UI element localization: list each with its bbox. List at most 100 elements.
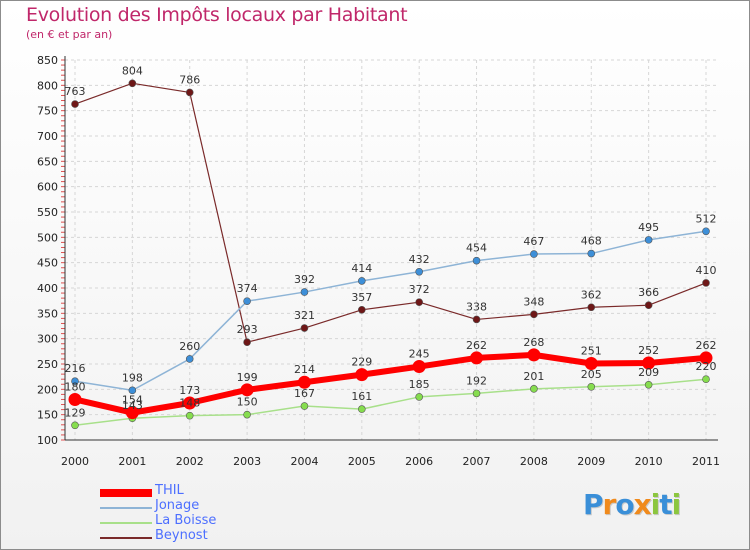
y-tick-label: 150	[37, 409, 58, 422]
data-point-thil	[68, 392, 82, 406]
x-tick-label: 2007	[463, 455, 491, 468]
y-tick-label: 200	[37, 383, 58, 396]
data-label-la-boisse: 161	[351, 390, 372, 403]
data-point-beynost	[300, 324, 309, 332]
x-tick-label: 2010	[635, 455, 663, 468]
data-label-thil: 268	[523, 336, 544, 349]
data-point-beynost	[243, 338, 251, 347]
data-label-beynost: 410	[696, 264, 717, 277]
series-line-la-boisse	[74, 378, 707, 427]
legend-swatch-thil	[100, 489, 152, 497]
data-point-thil	[527, 348, 541, 362]
data-point-jonage	[415, 267, 423, 276]
y-tick-label: 400	[37, 282, 58, 295]
logo-letter: i	[650, 488, 661, 521]
data-label-la-boisse: 185	[409, 378, 430, 391]
data-label-thil: 214	[294, 363, 315, 376]
data-point-la-boisse	[358, 405, 366, 413]
proxiti-logo: Proxiti	[583, 488, 682, 521]
data-label-thil: 245	[409, 348, 430, 361]
x-tick-label: 2008	[520, 455, 548, 468]
logo-letter: x	[633, 488, 652, 521]
y-tick-label: 800	[37, 79, 58, 92]
data-label-beynost: 321	[294, 309, 315, 322]
data-label-beynost: 348	[523, 295, 544, 308]
y-tick-label: 850	[37, 54, 58, 67]
data-point-jonage	[300, 288, 309, 296]
data-label-thil: 262	[466, 339, 487, 352]
data-point-jonage	[472, 256, 481, 265]
legend-swatch-jonage	[100, 507, 152, 509]
data-label-beynost: 338	[466, 300, 487, 313]
data-label-la-boisse: 192	[466, 374, 487, 387]
data-point-beynost	[415, 298, 423, 306]
y-tick-label: 750	[37, 105, 58, 118]
data-point-la-boisse	[530, 385, 538, 393]
legend-label: La Boisse	[155, 513, 217, 528]
logo-letter: P	[583, 488, 604, 521]
data-label-la-boisse: 205	[581, 368, 602, 381]
y-tick-label: 500	[37, 231, 58, 244]
data-point-thil	[297, 375, 311, 389]
y-tick-label: 550	[37, 206, 58, 219]
data-label-la-boisse: 167	[294, 387, 315, 400]
data-point-jonage	[128, 386, 137, 395]
data-labels: 763 804 786 293 321 357 372 338 348 362 366 410 129 1…	[65, 64, 717, 419]
series-line-beynost	[74, 82, 707, 343]
data-label-thil: 180	[65, 380, 86, 393]
data-label-beynost: 357	[351, 291, 372, 304]
data-label-la-boisse: 201	[523, 370, 544, 383]
x-tick-label: 2000	[61, 455, 89, 468]
data-label-jonage: 454	[466, 242, 487, 255]
data-point-thil	[699, 351, 713, 365]
y-tick-label: 250	[37, 358, 58, 371]
data-label-thil: 262	[696, 339, 717, 352]
data-point-jonage	[702, 227, 710, 236]
data-point-thil	[240, 383, 254, 397]
y-tick-label: 350	[37, 307, 58, 320]
data-point-beynost	[644, 301, 653, 310]
x-tick-label: 2009	[577, 455, 605, 468]
data-point-jonage	[71, 377, 79, 386]
data-label-jonage: 260	[179, 340, 200, 353]
data-label-jonage: 414	[351, 262, 372, 275]
logo-letter: i	[671, 488, 682, 521]
data-point-beynost	[472, 315, 481, 324]
data-label-la-boisse: 129	[65, 406, 86, 419]
x-tick-label: 2006	[405, 455, 433, 468]
data-point-beynost	[358, 305, 366, 314]
data-point-la-boisse	[472, 389, 481, 398]
data-point-thil	[470, 351, 484, 365]
data-label-thil: 199	[237, 371, 258, 384]
data-label-jonage: 468	[581, 235, 602, 248]
y-tick-label: 650	[37, 155, 58, 168]
data-label-thil: 252	[638, 344, 659, 357]
data-point-beynost	[128, 79, 137, 88]
data-label-beynost: 362	[581, 288, 602, 301]
x-tick-label: 2011	[692, 455, 720, 468]
chart-subtitle: (en € et par an)	[26, 28, 113, 41]
data-point-thil	[125, 406, 139, 420]
data-point-beynost	[702, 279, 710, 287]
data-label-la-boisse: 143	[122, 399, 143, 412]
data-point-jonage	[243, 297, 251, 305]
y-tick-label: 600	[37, 181, 58, 194]
data-label-la-boisse: 150	[237, 396, 258, 409]
data-point-la-boisse	[702, 375, 710, 384]
data-label-la-boisse: 220	[696, 360, 717, 373]
grid	[65, 59, 718, 441]
data-label-jonage: 392	[294, 273, 315, 286]
y-tick-label: 700	[37, 130, 58, 143]
data-label-beynost: 372	[409, 283, 430, 296]
data-point-jonage	[644, 236, 653, 244]
data-point-jonage	[185, 355, 194, 363]
logo-letter: r	[602, 488, 617, 521]
data-point-beynost	[530, 310, 538, 319]
y-tick-label: 300	[37, 333, 58, 346]
y-tick-label: 100	[37, 434, 58, 447]
tick-labels: 100 150 200 250 300 350 400 450 500 550 600 650 700 7…	[37, 54, 720, 468]
data-point-beynost	[587, 303, 596, 312]
logo-letter: t	[659, 488, 672, 521]
